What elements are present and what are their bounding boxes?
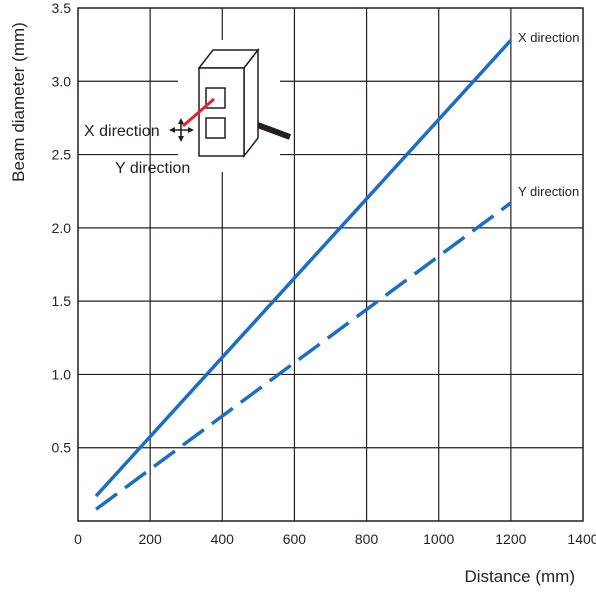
series-line-x-direction <box>94 39 513 498</box>
chart-grid <box>78 8 583 521</box>
x-tick-label-200: 200 <box>138 531 162 547</box>
series-label-x-direction: X direction <box>518 30 579 45</box>
y-tick-label-1.5: 1.5 <box>52 293 72 309</box>
x-tick-label-1200: 1200 <box>495 531 526 547</box>
x-axis-title: Distance (mm) <box>464 567 575 586</box>
x-tick-label-400: 400 <box>211 531 235 547</box>
series-label-y-direction: Y direction <box>518 184 579 199</box>
y-tick-label-2.0: 2.0 <box>52 220 72 236</box>
y-tick-label-3.0: 3.0 <box>52 73 72 89</box>
inset-y-direction-label: Y direction <box>115 160 190 177</box>
sensor-window-bottom <box>205 117 226 139</box>
series-lines <box>94 39 513 511</box>
x-tick-label-0: 0 <box>74 531 82 547</box>
x-tick-label-1400: 1400 <box>567 531 596 547</box>
plot-border <box>77 7 584 522</box>
sensor-cable <box>253 121 292 140</box>
plot-frame <box>77 7 584 522</box>
x-axis-ticks: 0 200 400 600 800 1000 1200 1400 <box>74 531 596 547</box>
inset-x-direction-label: X direction <box>84 123 160 140</box>
sensor-side-face <box>243 47 259 159</box>
y-axis-title: Beam diameter (mm) <box>9 22 28 182</box>
y-tick-label-0.5: 0.5 <box>52 440 72 456</box>
x-tick-label-600: 600 <box>283 531 307 547</box>
series-line-y-direction <box>94 201 512 511</box>
direction-arrows-icon <box>169 118 194 142</box>
sensor-illustration: X direction Y direction <box>84 40 292 177</box>
sensor-front-face <box>198 67 245 157</box>
laser-beam <box>182 97 215 128</box>
x-tick-label-800: 800 <box>355 531 379 547</box>
y-tick-label-1.0: 1.0 <box>52 366 72 382</box>
y-tick-label-3.5: 3.5 <box>52 0 72 16</box>
y-tick-label-2.5: 2.5 <box>52 147 72 163</box>
y-axis-ticks: 0.5 1.0 1.5 2.0 2.5 3.0 3.5 <box>52 0 72 456</box>
x-tick-label-1000: 1000 <box>423 531 454 547</box>
